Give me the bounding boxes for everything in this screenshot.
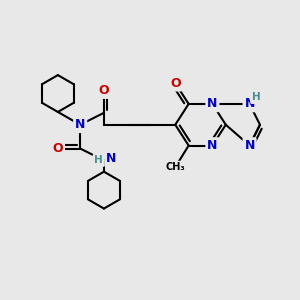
Text: CH₃: CH₃ (166, 162, 185, 172)
Text: O: O (52, 142, 63, 155)
Text: H: H (252, 92, 260, 102)
Text: N: N (244, 98, 255, 110)
Text: N: N (75, 118, 85, 131)
Text: H: H (94, 155, 103, 165)
Text: O: O (99, 84, 109, 97)
Text: N: N (207, 139, 218, 152)
Text: O: O (170, 76, 181, 90)
Text: N: N (106, 152, 116, 165)
Text: N: N (244, 139, 255, 152)
Text: N: N (207, 98, 218, 110)
